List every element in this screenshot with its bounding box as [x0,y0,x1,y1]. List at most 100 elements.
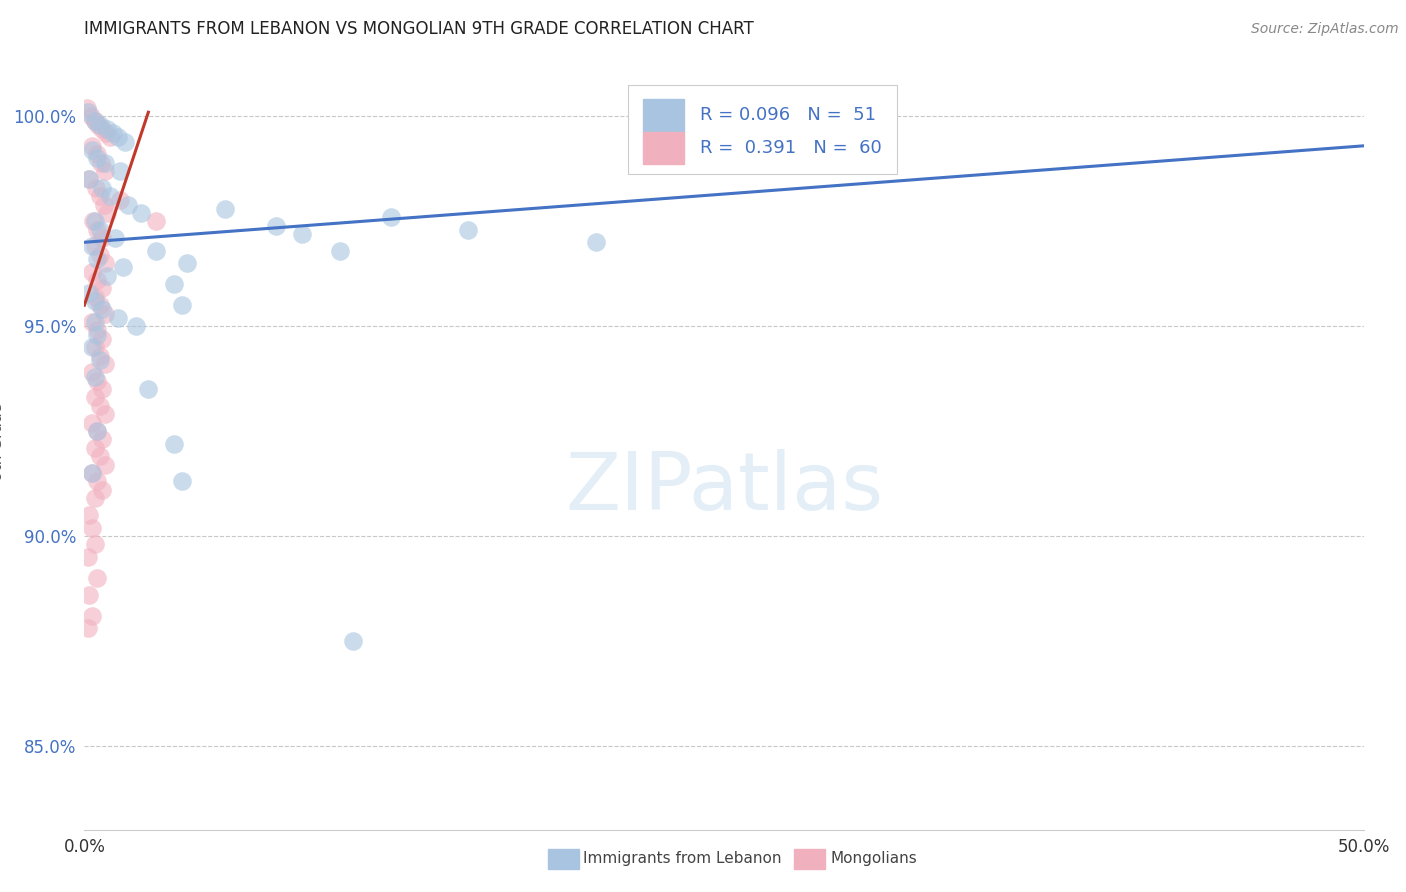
Point [86,323,108,337]
Point [170,475,193,489]
Bar [644,132,685,164]
Point [117,197,139,211]
Point [170,298,193,312]
Point [83,315,105,329]
Point [79,588,101,602]
Point [89,352,111,367]
Point [94,155,117,169]
Point [107,130,129,145]
Point [380,210,402,224]
Point [89,399,111,413]
Point [90,155,112,169]
Point [86,424,108,438]
Point [91,302,114,317]
Point [89,248,111,262]
Point [86,152,108,166]
Point [107,310,129,325]
Point [94,458,117,472]
Point [98,130,121,145]
Point [83,537,105,551]
Point [163,436,186,450]
Point [91,281,114,295]
Point [138,382,160,396]
Point [91,332,114,346]
Point [108,194,131,208]
Point [86,374,108,388]
Text: ZIPatlas: ZIPatlas [565,449,883,527]
Point [79,508,101,522]
Text: Mongolians: Mongolians [831,852,918,866]
Text: R = 0.096   N =  51: R = 0.096 N = 51 [700,106,876,124]
Point [104,231,127,245]
Point [145,214,167,228]
Point [80,466,103,480]
Point [80,138,103,153]
Bar [644,98,685,131]
Point [94,256,117,270]
Point [87,118,110,132]
Point [91,382,114,396]
Point [86,424,108,438]
Point [89,449,111,463]
Point [91,231,114,245]
Point [86,571,108,585]
Point [83,290,105,304]
Point [329,244,352,258]
Point [94,126,117,140]
Point [89,223,111,237]
Point [79,285,101,300]
Point [94,164,117,178]
Point [84,180,107,194]
Point [86,475,108,489]
Point [93,197,115,211]
Point [80,340,103,354]
Point [86,273,108,287]
Point [91,122,114,136]
Text: IMMIGRANTS FROM LEBANON VS MONGOLIAN 9TH GRADE CORRELATION CHART: IMMIGRANTS FROM LEBANON VS MONGOLIAN 9TH… [84,21,754,38]
Point [77,105,100,120]
Point [80,143,103,157]
Point [86,223,108,237]
Point [83,239,105,253]
Point [163,277,186,292]
Point [82,214,104,228]
Point [83,369,105,384]
Y-axis label: 9th Grade: 9th Grade [0,403,4,480]
Point [91,483,114,497]
Point [585,235,607,250]
Point [101,126,124,140]
Point [713,96,735,111]
Point [80,110,103,124]
FancyBboxPatch shape [628,85,897,174]
Point [83,391,105,405]
Point [83,113,105,128]
Point [83,293,105,308]
Point [98,189,121,203]
Point [80,265,103,279]
Point [91,180,114,194]
Point [111,260,134,275]
Point [80,315,103,329]
Point [96,206,118,220]
Point [80,239,103,253]
Point [108,164,131,178]
Point [214,202,236,216]
Point [89,349,111,363]
Point [129,206,152,220]
Point [96,122,118,136]
Point [83,441,105,455]
Point [83,340,105,354]
Point [80,466,103,480]
Point [76,101,98,115]
Point [79,172,101,186]
Point [83,113,105,128]
Point [80,608,103,623]
Text: Immigrants from Lebanon: Immigrants from Lebanon [583,852,782,866]
Point [114,135,136,149]
Point [94,357,117,371]
Point [80,416,103,430]
Point [86,327,108,342]
Point [342,633,364,648]
Text: Source: ZipAtlas.com: Source: ZipAtlas.com [1251,22,1399,37]
Point [80,520,103,534]
